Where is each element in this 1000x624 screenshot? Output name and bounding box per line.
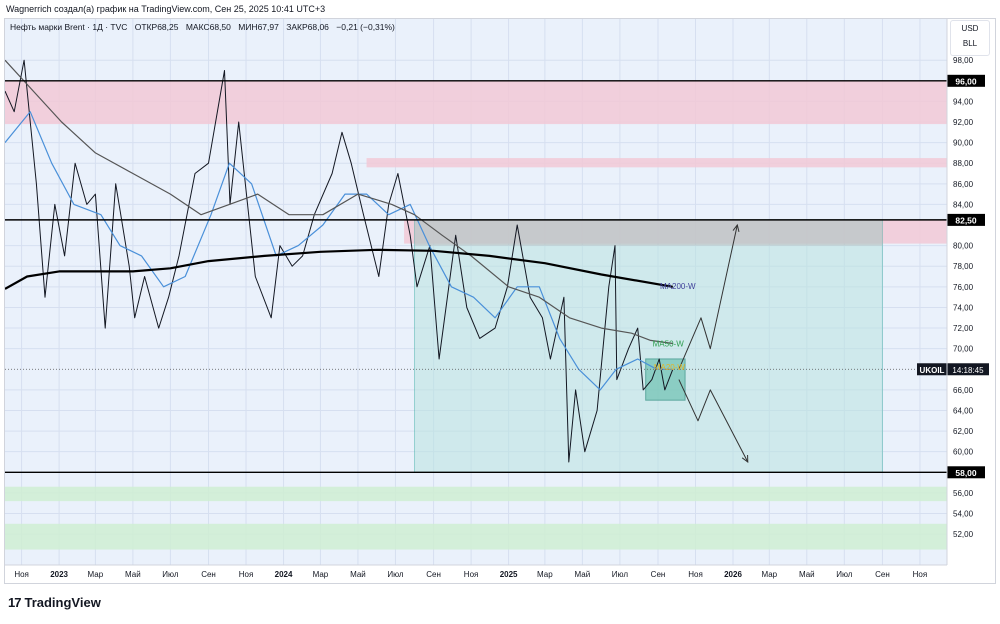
time-badge	[947, 363, 989, 376]
green-zone-3	[5, 486, 947, 502]
price-chart[interactable]: 96,00 82,50 58,00 UKOIL 14:18:45 MA200-W MA50…	[5, 19, 995, 583]
x-tick-label: Май	[125, 570, 141, 579]
series-ma50	[5, 59, 673, 345]
time-badge-label: 14:18:45	[952, 366, 984, 375]
x-tick-label: Ноя	[464, 570, 479, 579]
symbol-badge	[917, 363, 947, 376]
y-tick-label: 56,00	[953, 489, 974, 498]
annotation-ma200-w: MA200-W	[660, 282, 696, 291]
x-tick-label: Сен	[426, 570, 441, 579]
y-tick-label: 78,00	[953, 262, 974, 271]
x-tick-label: Июл	[387, 570, 404, 579]
y-tick-label: 88,00	[953, 159, 974, 168]
tradingview-logo-text: TradingView	[24, 595, 101, 610]
x-tick-label: 2023	[50, 570, 68, 579]
annotation-ma20-w: MA20-W	[654, 363, 686, 372]
series-price	[5, 59, 674, 463]
y-tick-label: 94,00	[953, 97, 974, 106]
x-tick-label: Ноя	[913, 570, 928, 579]
tradingview-logo-mark: 17	[8, 595, 22, 610]
x-tick-label: Июл	[612, 570, 629, 579]
y-tick-label: 90,00	[953, 139, 974, 148]
levels: 96,00 82,50 58,00 UKOIL 14:18:45	[5, 74, 989, 479]
y-tick-label: 76,00	[953, 283, 974, 292]
annotation-ma50-w: MA50-W	[653, 340, 685, 349]
y-tick-label: 60,00	[953, 448, 974, 457]
x-tick-label: Июл	[162, 570, 179, 579]
x-tick-label: Июл	[836, 570, 853, 579]
series-ma_short	[5, 111, 673, 391]
y-tick-label: 54,00	[953, 509, 974, 518]
series-projection_down	[678, 379, 749, 463]
symbol-badge-label: UKOIL	[920, 366, 945, 375]
x-tick-label: Мар	[88, 570, 104, 579]
close-value: ЗАКР68,06	[286, 22, 329, 32]
x-tick-label: Ноя	[239, 570, 254, 579]
x-tick-label: Сен	[651, 570, 666, 579]
level-badge-2	[947, 466, 985, 479]
y-tick-label: 66,00	[953, 386, 974, 395]
symbol-name: Нефть марки Brent · 1Д · TVC	[10, 22, 128, 32]
resistance-box	[414, 219, 883, 246]
chart-caption: Wagnerrich создал(а) график на TradingVi…	[6, 4, 326, 14]
series-ma200	[5, 248, 673, 290]
level-badge-0	[947, 74, 985, 87]
x-tick-label: 2025	[500, 570, 518, 579]
arrowhead-projection_down	[741, 454, 749, 464]
x-tick-label: Май	[799, 570, 815, 579]
forecast-boxes	[414, 219, 883, 473]
green-zone-4	[5, 523, 947, 550]
x-tick-label: Ноя	[14, 570, 29, 579]
y-tick-label: 74,00	[953, 303, 974, 312]
red-zone-1	[366, 158, 947, 168]
unit-label: BLL	[962, 39, 978, 48]
y-tick-label: 70,00	[953, 345, 974, 354]
y-tick-label: 84,00	[953, 200, 974, 209]
change-value: −0,21 (−0,31%)	[336, 22, 395, 32]
open-value: ОТКР68,25	[134, 22, 179, 32]
x-tick-label: Мар	[313, 570, 329, 579]
x-tick-label: 2026	[724, 570, 742, 579]
series-projection_up	[678, 224, 738, 370]
x-tick-label: Май	[350, 570, 366, 579]
low-value: МИН67,97	[238, 22, 279, 32]
y-tick-label: 92,00	[953, 118, 974, 127]
series	[5, 59, 749, 464]
x-tick-label: Мар	[537, 570, 553, 579]
y-tick-label: 64,00	[953, 406, 974, 415]
y-tick-label: 52,00	[953, 530, 974, 539]
tradingview-logo[interactable]: 17 TradingView	[8, 595, 101, 610]
level-label-0: 96,00	[955, 76, 977, 86]
red-zone-0	[5, 80, 947, 125]
unit-selector[interactable]: USD BLL	[950, 20, 990, 56]
y-tick-label: 80,00	[953, 242, 974, 251]
x-tick-label: Ноя	[688, 570, 703, 579]
x-tick-label: 2024	[275, 570, 293, 579]
x-tick-label: Май	[575, 570, 591, 579]
currency-label: USD	[961, 24, 979, 33]
x-tick-label: Сен	[201, 570, 216, 579]
level-label-2: 58,00	[955, 468, 977, 478]
arrowhead-projection_up	[732, 223, 740, 232]
y-tick-label: 62,00	[953, 427, 974, 436]
symbol-legend[interactable]: Нефть марки Brent · 1Д · TVC ОТКР68,25 М…	[10, 22, 400, 32]
y-tick-label: 98,00	[953, 56, 974, 65]
chart-area[interactable]: 96,00 82,50 58,00 UKOIL 14:18:45 MA200-W MA50…	[4, 18, 996, 584]
annotations: MA200-W MA50-W MA20-W	[653, 282, 696, 372]
x-tick-label: Сен	[875, 570, 890, 579]
axes: 98,00 94,00 92,00 90,00 88,00 86,00 84,00 80,00…	[5, 19, 974, 579]
y-tick-label: 72,00	[953, 324, 974, 333]
high-value: МАКС68,50	[185, 22, 231, 32]
level-badge-1	[947, 213, 985, 226]
x-tick-label: Мар	[761, 570, 777, 579]
level-label-1: 82,50	[955, 215, 977, 225]
y-tick-label: 86,00	[953, 180, 974, 189]
target-box	[414, 219, 883, 473]
